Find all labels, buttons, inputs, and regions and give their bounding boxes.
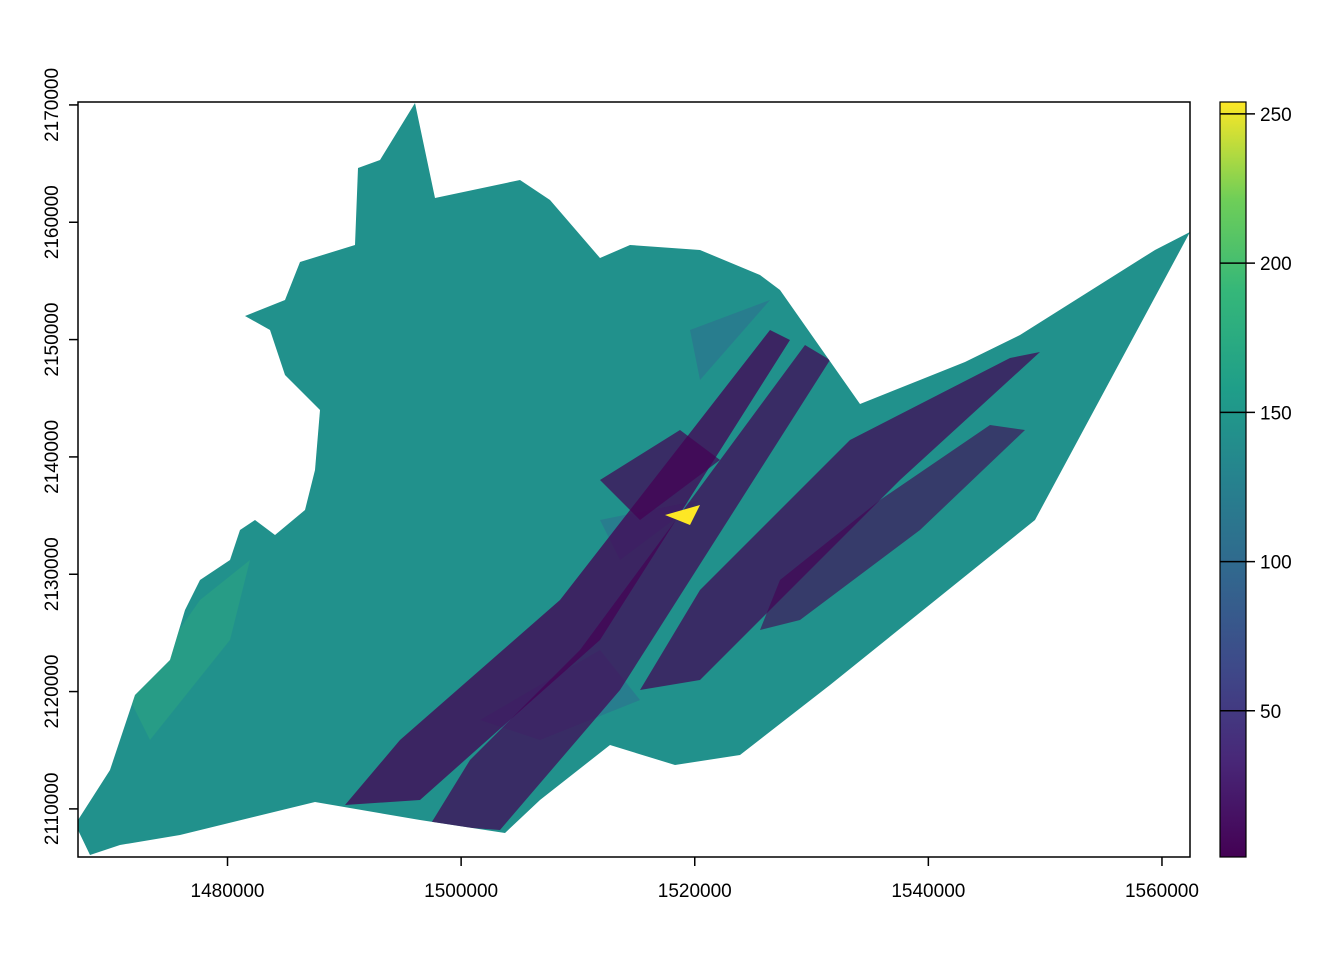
legend-tick-label: 150 — [1260, 403, 1292, 424]
x-tick-label: 1560000 — [1125, 881, 1199, 902]
legend-tick-label: 100 — [1260, 553, 1292, 574]
y-tick-label: 2130000 — [42, 537, 63, 611]
x-tick-label: 1520000 — [658, 881, 732, 902]
x-tick-label: 1540000 — [891, 881, 965, 902]
plot-box — [77, 101, 1191, 858]
y-tick-label: 2170000 — [42, 68, 63, 142]
x-tick-label: 1480000 — [191, 881, 265, 902]
legend-tick-label: 50 — [1260, 702, 1281, 723]
raster — [78, 103, 1190, 855]
y-tick-label: 2140000 — [42, 420, 63, 494]
y-tick-label: 2120000 — [42, 655, 63, 729]
color-bar — [1219, 101, 1247, 858]
y-tick-label: 2110000 — [42, 773, 63, 846]
legend-tick-label: 250 — [1260, 105, 1292, 126]
y-tick-label: 2160000 — [42, 185, 63, 259]
y-tick-label: 2150000 — [42, 303, 63, 377]
legend-tick-label: 200 — [1260, 254, 1292, 275]
x-tick-label: 1500000 — [424, 881, 498, 902]
